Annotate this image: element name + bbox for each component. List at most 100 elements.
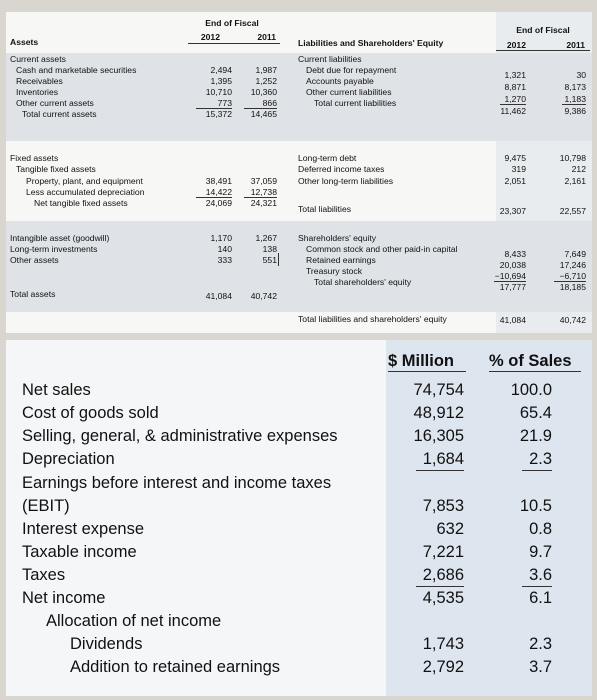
total-assets-2011: 40,742 bbox=[250, 291, 277, 301]
deferred-2011: 212 bbox=[571, 164, 586, 174]
total-ls-2011: 40,742 bbox=[559, 315, 586, 325]
sh-equity-label: Shareholders' equity bbox=[298, 233, 377, 243]
dividends-m: 1,743 bbox=[422, 635, 464, 653]
taxes-label: Taxes bbox=[22, 566, 66, 584]
fiscal-header-left: End of Fiscal bbox=[205, 18, 259, 28]
col-pct-header: % of Sales bbox=[489, 352, 572, 370]
header-rule-right bbox=[496, 50, 590, 51]
other-assets-label: Other assets bbox=[10, 255, 59, 265]
other-assets-2011: 551 bbox=[262, 255, 277, 265]
assets-header: Assets bbox=[10, 37, 39, 47]
income-statement: $ Million % of Sales Net sales 74,754 10… bbox=[6, 340, 592, 696]
total-cl-2012: 11,462 bbox=[500, 106, 526, 116]
other-current-label: Other current assets bbox=[16, 98, 94, 108]
rule-fa-2012 bbox=[196, 197, 232, 198]
depreciation-p: 2.3 bbox=[529, 450, 552, 468]
pct-column-band bbox=[386, 340, 592, 696]
taxable-label: Taxable income bbox=[22, 543, 137, 561]
receivables-label: Receivables bbox=[16, 76, 63, 86]
net-income-p: 6.1 bbox=[529, 589, 552, 607]
sga-label: Selling, general, & administrative expen… bbox=[22, 427, 338, 445]
total-ls-2012: 41,084 bbox=[499, 315, 526, 325]
rule-tax-p bbox=[522, 586, 552, 587]
net-tangible-2011: 24,321 bbox=[250, 198, 277, 208]
treasury-2012: −10,694 bbox=[494, 271, 526, 281]
net-sales-label: Net sales bbox=[22, 381, 91, 399]
rule-eq-2011 bbox=[554, 281, 586, 282]
shade-band-equity bbox=[6, 221, 592, 312]
rule-dep-p bbox=[522, 470, 552, 471]
lt-invest-label: Long-term investments bbox=[10, 244, 98, 254]
ebit-line1: Earnings before interest and income taxe… bbox=[22, 474, 332, 492]
cogs-m: 48,912 bbox=[413, 404, 464, 422]
other-cl-2011: 1,183 bbox=[564, 94, 586, 104]
lt-invest-2012: 140 bbox=[217, 244, 232, 254]
dividends-p: 2.3 bbox=[529, 635, 552, 653]
interest-m: 632 bbox=[436, 520, 464, 538]
common-2012: 8,433 bbox=[504, 249, 526, 259]
deferred-2012: 319 bbox=[511, 164, 526, 174]
shade-band-current bbox=[6, 53, 592, 141]
total-current-label: Total current assets bbox=[22, 109, 97, 119]
other-current-2011: 866 bbox=[262, 98, 277, 108]
treasury-2011: −6,710 bbox=[559, 271, 586, 281]
other-cl-label: Other current liabilities bbox=[306, 87, 392, 97]
taxable-m: 7,221 bbox=[422, 543, 464, 561]
total-assets-label: Total assets bbox=[10, 289, 56, 299]
total-liab-2011: 22,557 bbox=[559, 206, 586, 216]
header-rule-left bbox=[188, 43, 280, 44]
year-2012-left: 2012 bbox=[200, 32, 220, 42]
total-sh-2011: 18,185 bbox=[559, 282, 586, 292]
depreciation-label: Depreciation bbox=[22, 450, 115, 468]
interest-label: Interest expense bbox=[22, 520, 144, 538]
debt-due-2012: 1,321 bbox=[504, 70, 526, 80]
net-income-m: 4,535 bbox=[422, 589, 464, 607]
lt-invest-2011: 138 bbox=[262, 244, 277, 254]
ltdebt-2012: 9,475 bbox=[504, 153, 526, 163]
year-2012-right: 2012 bbox=[506, 40, 526, 50]
taxable-p: 9.7 bbox=[529, 543, 552, 561]
receivables-2011: 1,252 bbox=[255, 76, 277, 86]
deferred-label: Deferred income taxes bbox=[298, 164, 385, 174]
common-label: Common stock and other paid-in capital bbox=[306, 244, 458, 254]
sga-p: 21.9 bbox=[519, 427, 552, 445]
treasury-label: Treasury stock bbox=[306, 266, 363, 276]
total-current-2012: 15,372 bbox=[205, 109, 232, 119]
ppe-2011: 37,059 bbox=[250, 176, 277, 186]
payable-2011: 8,173 bbox=[564, 82, 586, 92]
other-ltl-2012: 2,051 bbox=[504, 176, 526, 186]
other-ltl-2011: 2,161 bbox=[564, 176, 586, 186]
retained-is-label: Addition to retained earnings bbox=[70, 658, 281, 676]
net-sales-m: 74,754 bbox=[413, 381, 464, 399]
bracket-line bbox=[278, 253, 279, 266]
tangible-label: Tangible fixed assets bbox=[16, 164, 96, 174]
retained-bs-2012: 20,038 bbox=[499, 260, 526, 270]
receivables-2012: 1,395 bbox=[210, 76, 232, 86]
dividends-label: Dividends bbox=[70, 635, 143, 653]
cash-2011: 1,987 bbox=[255, 65, 277, 75]
shade-right-col bbox=[496, 12, 592, 333]
retained-bs-2011: 17,246 bbox=[559, 260, 586, 270]
col-million-rule bbox=[388, 371, 466, 372]
depr-label: Less accumulated depreciation bbox=[26, 187, 145, 197]
rule-ca-2012 bbox=[196, 108, 232, 109]
payable-label: Accounts payable bbox=[306, 76, 374, 86]
inventories-2012: 10,710 bbox=[205, 87, 232, 97]
ebit-m: 7,853 bbox=[422, 497, 464, 515]
net-income-label: Net income bbox=[22, 589, 106, 607]
total-liab-label: Total liabilities bbox=[298, 204, 352, 214]
ebit-label: (EBIT) bbox=[22, 497, 70, 515]
intangible-2012: 1,170 bbox=[210, 233, 232, 243]
fixed-assets-label: Fixed assets bbox=[10, 153, 59, 163]
rule-tax-m bbox=[416, 586, 464, 587]
rule-ca-2011 bbox=[244, 108, 277, 109]
balance-sheet: End of Fiscal Assets 2012 2011 Liabiliti… bbox=[6, 12, 592, 333]
other-ltl-label: Other long-term liabilities bbox=[298, 176, 394, 186]
debt-due-label: Debt due for repayment bbox=[306, 65, 397, 75]
net-tangible-label: Net tangible fixed assets bbox=[34, 198, 128, 208]
depr-2012: 14,422 bbox=[205, 187, 232, 197]
other-assets-2012: 333 bbox=[217, 255, 232, 265]
interest-p: 0.8 bbox=[529, 520, 552, 538]
col-million-header: $ Million bbox=[388, 352, 454, 370]
